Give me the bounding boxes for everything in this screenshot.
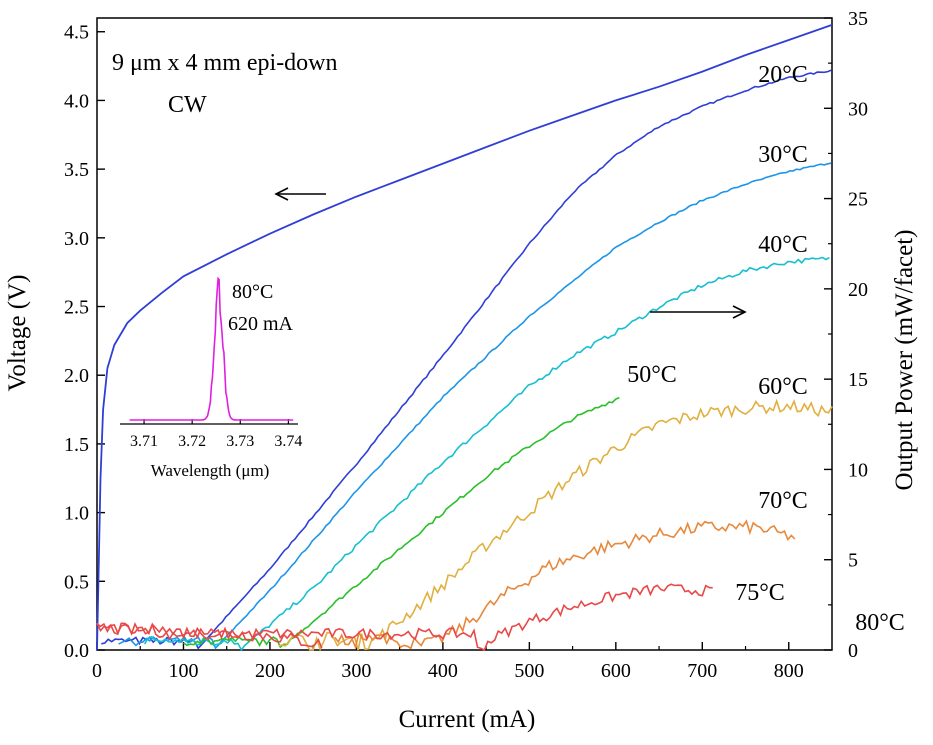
series-line-20c: [101, 69, 832, 650]
inset-x-axis-title: Wavelength (μm): [151, 461, 270, 480]
series-label-75c: 75°C: [735, 580, 785, 606]
y-right-tick-label: 20: [848, 279, 868, 301]
series-labels: 20°C 30°C 40°C 50°C 60°C 70°C 75°C 80°C: [627, 62, 905, 636]
device-annotation: 9 μm x 4 mm epi-down: [112, 50, 338, 76]
x-tick-label: 200: [255, 660, 285, 682]
inset-tick-labels: 3.71 3.72 3.73 3.74: [130, 433, 302, 450]
inset-spectrum: 3.71 3.72 3.73 3.74 Wavelength (μm) 80°C 62…: [120, 276, 302, 480]
inset-spectrum-line: [129, 276, 294, 421]
x-tick-label: 100: [168, 660, 198, 682]
series-line-70c: [334, 519, 796, 650]
x-tick-label: 700: [687, 660, 717, 682]
series-label-80c: 80°C: [855, 610, 905, 636]
series-line-50c: [183, 396, 620, 649]
y-left-axis-title: Voltage (V): [4, 275, 31, 392]
series-label-50c: 50°C: [627, 362, 677, 388]
y-left-tick-label: 1.0: [64, 503, 89, 525]
inset-current: 620 mA: [228, 313, 294, 335]
series-label-60c: 60°C: [758, 374, 808, 400]
y-right-tick-label: 0: [848, 640, 858, 662]
y-left-tick-label: 0.0: [64, 640, 89, 662]
y-left-tick-label: 0.5: [64, 571, 89, 593]
y-right-tick-label: 30: [848, 98, 868, 120]
x-tick-label: 800: [774, 660, 804, 682]
series-line-80c: [96, 621, 323, 649]
y-left-tick-label: 2.0: [64, 365, 89, 387]
y-right-tick-label: 25: [848, 189, 868, 211]
x-tick-label: 600: [601, 660, 631, 682]
series-lines: [96, 24, 833, 652]
mode-annotation: CW: [168, 92, 207, 118]
right-arrow: [650, 305, 747, 319]
series-label-70c: 70°C: [758, 488, 808, 514]
y-left-tick-label: 4.0: [64, 90, 89, 112]
x-tick-label: 300: [341, 660, 371, 682]
inset-temperature: 80°C: [232, 281, 273, 303]
y-left-tick-label: 2.5: [64, 297, 89, 319]
y-right-tick-label: 5: [848, 550, 858, 572]
y-right-tick-label: 10: [848, 459, 868, 481]
x-axis-title: Current (mA): [399, 706, 536, 733]
axes: [96, 17, 833, 651]
x-tick-label: 0: [92, 660, 102, 682]
series-line-60c: [278, 398, 833, 652]
y-right-axis-title: Output Power (mW/facet): [891, 229, 918, 490]
inset-tick-label: 3.71: [130, 433, 158, 450]
inset-tick-label: 3.72: [178, 433, 206, 450]
x-tick-label: 500: [514, 660, 544, 682]
y-left-tick-label: 1.5: [64, 434, 89, 456]
inset-tick-label: 3.74: [274, 433, 302, 450]
y-left-tick-label: 3.0: [64, 228, 89, 250]
x-tick-label: 400: [428, 660, 458, 682]
voltage-line: [96, 24, 833, 651]
plot-frame: [96, 17, 833, 651]
y-left-tick-label: 4.5: [64, 22, 89, 44]
y-right-tick-label: 15: [848, 369, 868, 391]
tick-labels: 0 100 200 300 400 500 600 700 8000.00.51.01.52.0…: [64, 8, 868, 682]
series-label-40c: 40°C: [758, 232, 808, 258]
y-left-tick-label: 3.5: [64, 159, 89, 181]
series-label-20c: 20°C: [758, 62, 808, 88]
inset-tick-label: 3.73: [226, 433, 254, 450]
series-label-30c: 30°C: [758, 142, 808, 168]
left-arrow: [274, 187, 326, 201]
series-line-30c: [118, 162, 832, 650]
y-right-tick-label: 35: [848, 8, 868, 30]
